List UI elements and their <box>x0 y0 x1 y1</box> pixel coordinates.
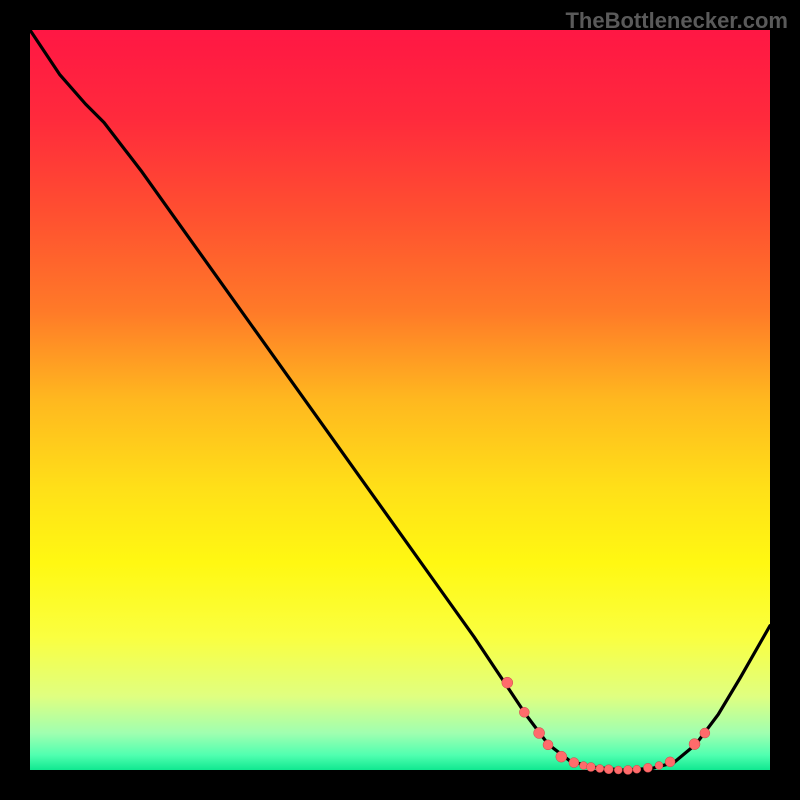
curve-marker <box>556 751 567 762</box>
curve-marker <box>643 763 652 772</box>
chart-svg <box>0 0 800 800</box>
curve-marker <box>534 728 545 739</box>
curve-marker <box>689 739 700 750</box>
bottleneck-chart: TheBottlenecker.com <box>0 0 800 800</box>
curve-marker <box>543 740 553 750</box>
curve-marker <box>623 766 632 775</box>
curve-marker <box>633 765 641 773</box>
curve-marker <box>569 758 579 768</box>
plot-background <box>30 30 770 770</box>
curve-marker <box>665 757 675 767</box>
attribution-text: TheBottlenecker.com <box>565 8 788 34</box>
curve-marker <box>604 765 613 774</box>
curve-marker <box>614 766 622 774</box>
curve-marker <box>519 707 529 717</box>
curve-marker <box>580 762 588 770</box>
curve-marker <box>502 677 513 688</box>
curve-marker <box>586 763 595 772</box>
curve-marker <box>700 728 710 738</box>
curve-marker <box>655 762 663 770</box>
curve-marker <box>596 765 604 773</box>
